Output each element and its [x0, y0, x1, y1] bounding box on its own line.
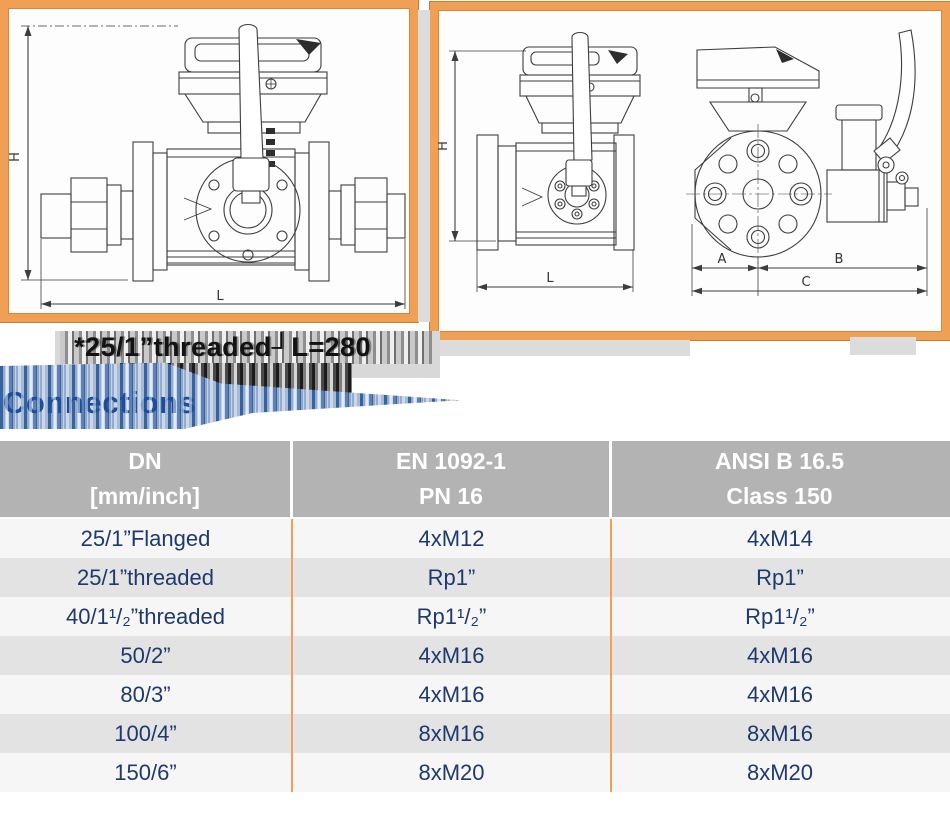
dimension-h: [449, 50, 526, 242]
cell-ansi: 4xM16: [746, 681, 814, 707]
header-ansi-line2: Class 150: [726, 482, 833, 509]
cell-dn: 25/1”Flanged: [0, 519, 293, 558]
note-text: *25/1”threaded┘L=280: [74, 332, 372, 362]
table-row: 150/6” 8xM20 8xM20: [0, 753, 950, 792]
coupling-left: [40, 177, 134, 253]
panel-gap-shadow: [418, 10, 430, 322]
cell-dn: 25/1”threaded: [0, 558, 293, 597]
cell-en: 4xM16: [293, 675, 612, 714]
header-dn-line2: [mm/inch]: [90, 482, 200, 509]
handle-lever: [232, 23, 270, 204]
flow-arrow-icon: [183, 197, 213, 221]
side-view-register: [696, 46, 820, 132]
threaded-meter-drawing: H L: [8, 23, 406, 309]
header-dn: DN [mm/inch]: [0, 441, 293, 517]
dim-label-h: H: [8, 152, 23, 162]
dimension-abc: [691, 208, 928, 296]
dim-label-h: H: [438, 141, 451, 151]
side-view-lever: [873, 29, 916, 185]
cell-dn: 100/4”: [0, 714, 293, 753]
cell-ansi: Rp1”: [756, 564, 804, 590]
glitch-note-band: *25/1”threaded┘L=280: [60, 331, 432, 364]
table-row: 40/1¹/₂”threaded Rp1¹/₂” Rp1¹/₂”: [0, 597, 950, 636]
cell-en: Rp1¹/₂”: [293, 597, 612, 636]
header-ansi: ANSI B 16.5 Class 150: [612, 441, 947, 517]
header-ansi-line1: ANSI B 16.5: [714, 448, 845, 475]
dim-label-c: C: [801, 275, 810, 290]
front-view-body: [476, 134, 635, 251]
front-view-handle: [565, 31, 593, 197]
dim-label-l: L: [546, 271, 554, 286]
flow-arrow-icon: [521, 187, 544, 207]
panel-bottom-shadow: [438, 340, 690, 356]
table-row: 25/1”threaded Rp1” Rp1”: [0, 558, 950, 597]
table-row: 50/2” 4xM16 4xM16: [0, 636, 950, 675]
cell-en: 4xM16: [293, 636, 612, 675]
dimension-h: [21, 25, 178, 281]
side-view-valve: [826, 104, 919, 223]
side-view-flange-face: [686, 124, 832, 264]
connections-table: DN [mm/inch] EN 1092-1 PN 16 ANSI B 16.5…: [0, 441, 950, 792]
header-en-line2: PN 16: [419, 482, 483, 509]
header-en-line1: EN 1092-1: [396, 448, 506, 475]
dim-label-a: A: [718, 252, 727, 267]
header-en: EN 1092-1 PN 16: [293, 441, 612, 517]
dim-label-b: B: [835, 252, 844, 267]
cell-dn: 40/1¹/₂”threaded: [0, 597, 293, 636]
cell-en: 8xM20: [293, 753, 612, 792]
cell-dn: 80/3”: [0, 675, 293, 714]
cell-en: Rp1”: [293, 558, 612, 597]
header-dn-line1: DN: [128, 448, 162, 475]
table-body: 25/1”Flanged 4xM12 4xM14 25/1”threaded R…: [0, 517, 950, 792]
cell-dn: 150/6”: [0, 753, 293, 792]
table-row: 25/1”Flanged 4xM12 4xM14: [0, 519, 950, 558]
table-row: 80/3” 4xM16 4xM16: [0, 675, 950, 714]
cell-ansi: 4xM16: [746, 642, 814, 668]
cell-ansi: 8xM20: [746, 759, 814, 785]
cell-en: 4xM12: [293, 519, 612, 558]
meter-body: [132, 141, 330, 282]
cell-dn: 50/2”: [0, 636, 293, 675]
cell-en: 8xM16: [293, 714, 612, 753]
dim-label-l: L: [216, 289, 224, 304]
cell-ansi: 4xM14: [746, 525, 814, 551]
drawing-panel-threaded: H L: [0, 0, 418, 322]
panel-bottom-shadow-2: [850, 337, 916, 355]
table-row: 100/4” 8xM16 8xM16: [0, 714, 950, 753]
table-header-row: DN [mm/inch] EN 1092-1 PN 16 ANSI B 16.5…: [0, 441, 950, 517]
flanged-meter-drawing: H L A B C: [438, 29, 928, 296]
dimension-l: [40, 239, 406, 309]
section-heading: Connections: [3, 385, 196, 421]
drawing-panel-flanged: H L A B C: [430, 2, 950, 340]
coupling-right: [328, 177, 406, 253]
cell-ansi: Rp1¹/₂”: [745, 603, 815, 629]
dimension-l: [476, 250, 634, 292]
cell-ansi: 8xM16: [746, 720, 814, 746]
